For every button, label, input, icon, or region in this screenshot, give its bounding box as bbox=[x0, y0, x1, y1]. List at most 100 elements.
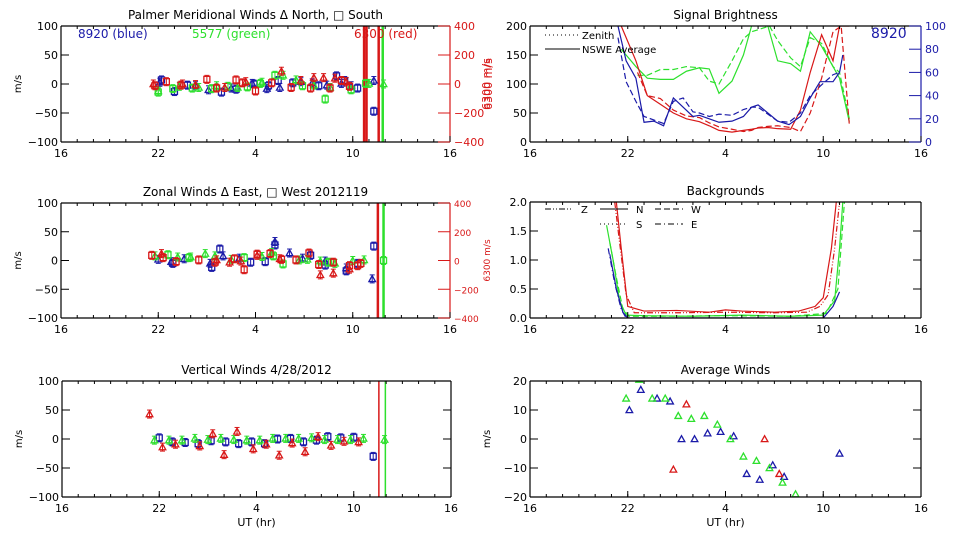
legend-label: W bbox=[691, 205, 701, 216]
series-8920-e bbox=[607, 248, 627, 318]
square-marker bbox=[321, 95, 329, 103]
triangle-marker bbox=[677, 434, 686, 443]
series-5577-zenith bbox=[637, 26, 850, 119]
data-point bbox=[285, 248, 294, 258]
square-marker bbox=[251, 87, 260, 95]
data-point bbox=[699, 411, 709, 420]
data-point bbox=[253, 249, 261, 259]
data-point bbox=[232, 75, 240, 85]
triangle-marker bbox=[652, 393, 662, 402]
triangle-marker bbox=[760, 434, 770, 443]
data-point bbox=[313, 432, 323, 442]
data-point bbox=[296, 75, 306, 86]
square-marker bbox=[222, 438, 230, 446]
triangle-marker bbox=[320, 434, 329, 443]
data-point bbox=[716, 427, 726, 436]
data-point bbox=[158, 442, 167, 452]
right-y-tick-label: 20 bbox=[925, 113, 939, 126]
square-marker bbox=[155, 434, 163, 442]
triangle-marker bbox=[171, 439, 180, 448]
triangle-marker bbox=[686, 414, 696, 422]
data-point bbox=[169, 84, 177, 94]
x-tick-label: 16 bbox=[914, 502, 928, 515]
data-point bbox=[369, 451, 377, 461]
triangle-marker bbox=[158, 442, 167, 451]
data-point bbox=[238, 78, 247, 88]
square-marker bbox=[345, 82, 354, 90]
chart-title: Vertical Winds 4/28/2012 bbox=[181, 363, 332, 377]
chart-average-winds: Average Winds 16 22 4 10 16 20 10 0 −10 −20 m/s UT (… bbox=[482, 363, 928, 529]
x-tick-label: 16 bbox=[444, 502, 458, 515]
data-point bbox=[768, 460, 778, 469]
data-point bbox=[636, 385, 646, 393]
triangle-marker bbox=[624, 405, 634, 414]
data-point bbox=[242, 435, 252, 445]
square-marker bbox=[240, 266, 248, 274]
square-marker bbox=[238, 79, 247, 87]
y-tick-label: 2.0 bbox=[510, 196, 528, 209]
legend-label: E bbox=[691, 220, 697, 231]
series-line bbox=[614, 202, 841, 314]
y-tick-label: 50 bbox=[45, 404, 59, 417]
chart-meridional: Palmer Meridional Winds Δ North, □ South… bbox=[13, 8, 493, 160]
triangle-marker bbox=[268, 433, 278, 442]
data-point bbox=[660, 393, 670, 402]
data-point bbox=[229, 434, 239, 445]
y-tick-label: 10 bbox=[513, 404, 527, 417]
triangle-marker bbox=[195, 441, 205, 450]
triangle-marker bbox=[673, 411, 683, 420]
plot-area bbox=[617, 26, 850, 133]
right-y-tick-label: 200 bbox=[454, 229, 471, 239]
series-line bbox=[617, 37, 840, 125]
data-point bbox=[307, 433, 317, 443]
y-tick-label: 0 bbox=[52, 433, 59, 446]
data-point bbox=[319, 72, 328, 83]
series-6300-nswe-average bbox=[620, 26, 850, 133]
square-marker bbox=[329, 258, 337, 266]
y-tick-label: 100 bbox=[37, 197, 58, 210]
square-marker bbox=[162, 78, 171, 86]
data-point bbox=[216, 433, 226, 443]
triangle-marker bbox=[634, 381, 644, 383]
data-point bbox=[190, 433, 200, 443]
x-tick-label: 16 bbox=[54, 147, 68, 160]
data-point bbox=[251, 86, 260, 96]
triangle-marker bbox=[668, 464, 678, 473]
triangle-marker bbox=[346, 434, 355, 443]
chart-title: Palmer Meridional Winds Δ North, □ South bbox=[128, 8, 383, 22]
data-point bbox=[725, 434, 735, 443]
data-point bbox=[778, 477, 787, 486]
right-y-tick-label: 400 bbox=[454, 20, 475, 33]
data-point bbox=[208, 429, 218, 439]
data-point bbox=[145, 409, 154, 419]
data-point bbox=[345, 81, 354, 91]
data-point bbox=[173, 252, 183, 262]
chart-title: Signal Brightness bbox=[673, 8, 778, 22]
x-tick-label: 16 bbox=[914, 323, 928, 336]
square-marker bbox=[172, 257, 180, 266]
triangle-marker bbox=[307, 433, 317, 442]
right-y-axis-label: 6300 m/s bbox=[480, 58, 493, 110]
data-point bbox=[647, 393, 657, 402]
triangle-marker bbox=[300, 447, 310, 456]
data-point bbox=[299, 437, 308, 447]
data-point bbox=[220, 82, 230, 92]
x-tick-label: 10 bbox=[816, 147, 830, 160]
x-tick-label: 10 bbox=[816, 323, 830, 336]
data-point bbox=[256, 78, 265, 88]
plot-area bbox=[148, 26, 388, 142]
square-marker bbox=[379, 256, 388, 265]
data-point bbox=[752, 456, 761, 465]
triangle-marker bbox=[232, 426, 242, 435]
triangle-marker bbox=[716, 427, 726, 436]
square-marker bbox=[271, 241, 279, 249]
triangle-marker bbox=[768, 460, 778, 469]
series-6300-zenith bbox=[636, 26, 850, 133]
data-point bbox=[742, 469, 752, 478]
series-line bbox=[636, 26, 850, 133]
chart-title: Zonal Winds Δ East, □ West 2012119 bbox=[143, 185, 368, 199]
x-tick-label: 22 bbox=[152, 502, 166, 515]
y-tick-label: 1.5 bbox=[510, 225, 528, 238]
square-marker bbox=[169, 84, 177, 93]
